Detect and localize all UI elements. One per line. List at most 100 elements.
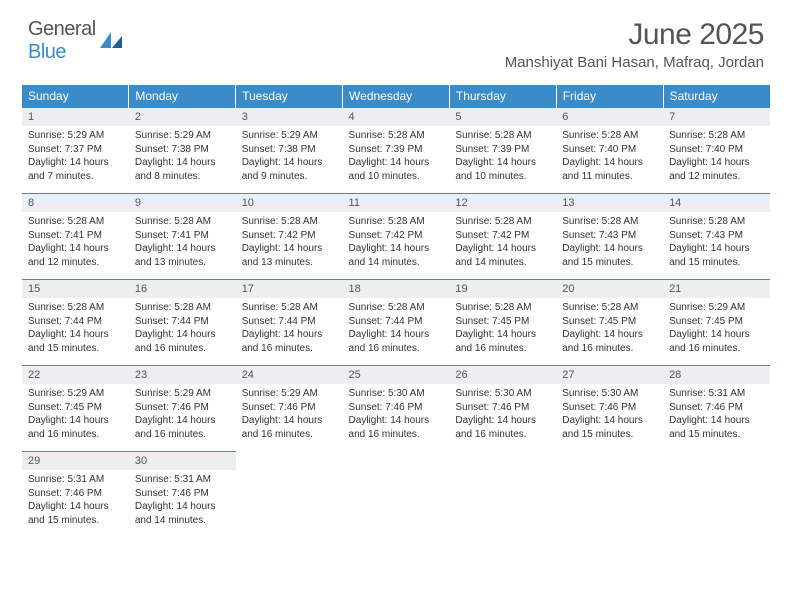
day-number: 27 [556,366,663,384]
daylight-text: Daylight: 14 hours and 16 minutes. [242,328,337,355]
sunset-text: Sunset: 7:40 PM [669,143,764,157]
sunset-text: Sunset: 7:42 PM [455,229,550,243]
day-cell: 4Sunrise: 5:28 AMSunset: 7:39 PMDaylight… [343,108,450,194]
sunrise-text: Sunrise: 5:28 AM [455,215,550,229]
day-details: Sunrise: 5:29 AMSunset: 7:38 PMDaylight:… [129,126,236,187]
day-details: Sunrise: 5:28 AMSunset: 7:41 PMDaylight:… [22,212,129,273]
sunset-text: Sunset: 7:41 PM [135,229,230,243]
daylight-text: Daylight: 14 hours and 10 minutes. [455,156,550,183]
daylight-text: Daylight: 14 hours and 16 minutes. [28,414,123,441]
dh-mon: Monday [129,85,236,108]
calendar-table: Sunday Monday Tuesday Wednesday Thursday… [22,85,770,538]
day-number: 28 [663,366,770,384]
sunset-text: Sunset: 7:42 PM [349,229,444,243]
sunset-text: Sunset: 7:41 PM [28,229,123,243]
sunrise-text: Sunrise: 5:30 AM [349,387,444,401]
logo-general: General [28,18,96,40]
day-number: 26 [449,366,556,384]
daylight-text: Daylight: 14 hours and 16 minutes. [455,414,550,441]
dh-wed: Wednesday [343,85,450,108]
header: General Blue June 2025 Manshiyat Bani Ha… [0,0,792,77]
day-cell [449,452,556,538]
sunset-text: Sunset: 7:39 PM [349,143,444,157]
sunrise-text: Sunrise: 5:28 AM [669,129,764,143]
day-cell: 18Sunrise: 5:28 AMSunset: 7:44 PMDayligh… [343,280,450,366]
day-number: 10 [236,194,343,212]
day-details: Sunrise: 5:28 AMSunset: 7:42 PMDaylight:… [236,212,343,273]
day-cell: 10Sunrise: 5:28 AMSunset: 7:42 PMDayligh… [236,194,343,280]
day-cell [236,452,343,538]
day-details: Sunrise: 5:29 AMSunset: 7:45 PMDaylight:… [663,298,770,359]
sunrise-text: Sunrise: 5:28 AM [28,215,123,229]
day-details: Sunrise: 5:28 AMSunset: 7:42 PMDaylight:… [343,212,450,273]
day-number: 15 [22,280,129,298]
day-number: 19 [449,280,556,298]
sunrise-text: Sunrise: 5:28 AM [242,301,337,315]
sunrise-text: Sunrise: 5:28 AM [242,215,337,229]
daylight-text: Daylight: 14 hours and 15 minutes. [562,414,657,441]
day-details: Sunrise: 5:31 AMSunset: 7:46 PMDaylight:… [129,470,236,531]
day-number: 25 [343,366,450,384]
day-details: Sunrise: 5:28 AMSunset: 7:40 PMDaylight:… [556,126,663,187]
sunrise-text: Sunrise: 5:29 AM [28,129,123,143]
day-cell: 27 Sunrise: 5:30 AMSunset: 7:46 PMDayligh… [556,366,663,452]
sunrise-text: Sunrise: 5:28 AM [562,301,657,315]
day-details: Sunrise: 5:28 AMSunset: 7:42 PMDaylight:… [449,212,556,273]
sunset-text: Sunset: 7:44 PM [242,315,337,329]
day-cell: 3Sunrise: 5:29 AMSunset: 7:38 PMDaylight… [236,108,343,194]
day-details: Sunrise: 5:28 AMSunset: 7:43 PMDaylight:… [663,212,770,273]
sunrise-text: Sunrise: 5:29 AM [135,129,230,143]
dh-sat: Saturday [663,85,770,108]
day-cell: 17Sunrise: 5:28 AMSunset: 7:44 PMDayligh… [236,280,343,366]
day-details: Sunrise: 5:30 AMSunset: 7:46 PMDaylight:… [343,384,450,445]
daylight-text: Daylight: 14 hours and 14 minutes. [349,242,444,269]
day-number: 21 [663,280,770,298]
day-number: 12 [449,194,556,212]
sunset-text: Sunset: 7:44 PM [135,315,230,329]
dh-sun: Sunday [22,85,129,108]
day-number: 9 [129,194,236,212]
sunrise-text: Sunrise: 5:30 AM [562,387,657,401]
day-details: Sunrise: 5:31 AMSunset: 7:46 PMDaylight:… [663,384,770,445]
sunset-text: Sunset: 7:45 PM [562,315,657,329]
daylight-text: Daylight: 14 hours and 11 minutes. [562,156,657,183]
daylight-text: Daylight: 14 hours and 15 minutes. [669,242,764,269]
day-cell: 30Sunrise: 5:31 AMSunset: 7:46 PMDayligh… [129,452,236,538]
day-cell: 24Sunrise: 5:29 AMSunset: 7:46 PMDayligh… [236,366,343,452]
daylight-text: Daylight: 14 hours and 12 minutes. [28,242,123,269]
sunrise-text: Sunrise: 5:28 AM [455,301,550,315]
day-cell: 29Sunrise: 5:31 AMSunset: 7:46 PMDayligh… [22,452,129,538]
sunset-text: Sunset: 7:38 PM [242,143,337,157]
day-details: Sunrise: 5:29 AMSunset: 7:46 PMDaylight:… [129,384,236,445]
sunset-text: Sunset: 7:45 PM [455,315,550,329]
daylight-text: Daylight: 14 hours and 16 minutes. [135,328,230,355]
sunset-text: Sunset: 7:46 PM [562,401,657,415]
daylight-text: Daylight: 14 hours and 16 minutes. [242,414,337,441]
day-cell: 7Sunrise: 5:28 AMSunset: 7:40 PMDaylight… [663,108,770,194]
day-details: Sunrise: 5:30 AMSunset: 7:46 PMDaylight:… [449,384,556,445]
day-details: Sunrise: 5:28 AMSunset: 7:43 PMDaylight:… [556,212,663,273]
logo-text: General Blue [28,18,96,64]
day-details: Sunrise: 5:28 AMSunset: 7:39 PMDaylight:… [449,126,556,187]
day-cell [556,452,663,538]
day-details: Sunrise: 5:28 AMSunset: 7:44 PMDaylight:… [129,298,236,359]
sunrise-text: Sunrise: 5:28 AM [135,215,230,229]
sunset-text: Sunset: 7:43 PM [562,229,657,243]
sunrise-text: Sunrise: 5:28 AM [562,129,657,143]
day-cell: 11Sunrise: 5:28 AMSunset: 7:42 PMDayligh… [343,194,450,280]
sunrise-text: Sunrise: 5:31 AM [28,473,123,487]
daylight-text: Daylight: 14 hours and 15 minutes. [28,328,123,355]
sunrise-text: Sunrise: 5:29 AM [135,387,230,401]
daylight-text: Daylight: 14 hours and 16 minutes. [135,414,230,441]
sunrise-text: Sunrise: 5:28 AM [669,215,764,229]
day-number: 11 [343,194,450,212]
day-number: 23 [129,366,236,384]
day-header-row: Sunday Monday Tuesday Wednesday Thursday… [22,85,770,108]
day-cell: 14Sunrise: 5:28 AMSunset: 7:43 PMDayligh… [663,194,770,280]
day-number: 2 [129,108,236,126]
sunrise-text: Sunrise: 5:31 AM [135,473,230,487]
day-cell: 20Sunrise: 5:28 AMSunset: 7:45 PMDayligh… [556,280,663,366]
day-cell [343,452,450,538]
sunset-text: Sunset: 7:38 PM [135,143,230,157]
day-number: 30 [129,452,236,470]
